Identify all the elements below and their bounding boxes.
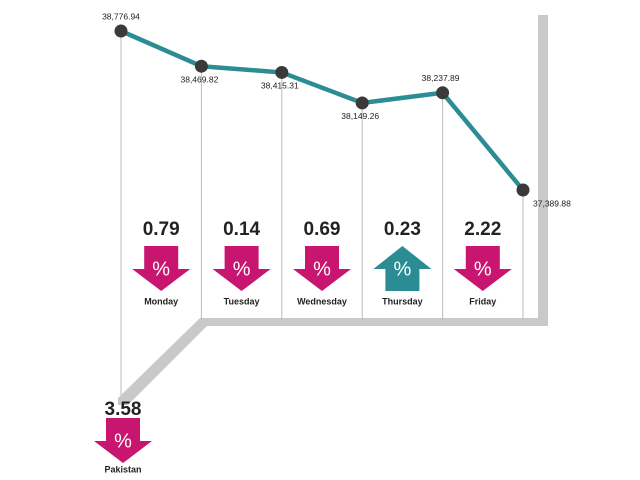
- percent-sign: %: [114, 430, 132, 452]
- point: [355, 96, 369, 110]
- point: [194, 59, 208, 73]
- day-label: Monday: [144, 296, 178, 306]
- weekly-change-value: 3.58: [105, 399, 142, 420]
- point: [275, 65, 289, 79]
- value-label: 38,149.26: [341, 111, 379, 121]
- day-label: Friday: [469, 296, 496, 306]
- day-label: Tuesday: [224, 296, 260, 306]
- change-value: 2.22: [464, 219, 501, 240]
- percent-sign: %: [313, 258, 331, 280]
- day-label: Wednesday: [297, 296, 347, 306]
- arrow-down: [293, 246, 351, 291]
- day-label: Thursday: [382, 296, 423, 306]
- percent-sign: %: [474, 258, 492, 280]
- arrow-down: [132, 246, 191, 291]
- arrow-down: [212, 246, 271, 291]
- value-label: 38,469.82: [180, 74, 218, 84]
- change-value: 0.14: [223, 219, 260, 240]
- point: [436, 86, 450, 100]
- value-label: 38,237.89: [422, 73, 460, 83]
- point: [114, 24, 128, 38]
- percent-sign: %: [152, 258, 170, 280]
- arrow-up: [373, 246, 432, 291]
- panel-shadow: [118, 15, 548, 405]
- arrow-down: [94, 418, 152, 463]
- arrow-down: [453, 246, 512, 291]
- percent-sign: %: [233, 258, 251, 280]
- change-value: 0.79: [143, 219, 180, 240]
- line: [120, 28, 525, 192]
- value-label: 38,415.31: [261, 81, 299, 91]
- point: [516, 183, 530, 197]
- change-value: 0.23: [384, 219, 421, 240]
- weekly-label: Pakistan: [104, 464, 141, 474]
- percent-sign: %: [394, 258, 412, 280]
- change-value: 0.69: [304, 219, 341, 240]
- value-label: 37,389.88: [533, 198, 571, 208]
- value-label: 38,776.94: [102, 11, 140, 21]
